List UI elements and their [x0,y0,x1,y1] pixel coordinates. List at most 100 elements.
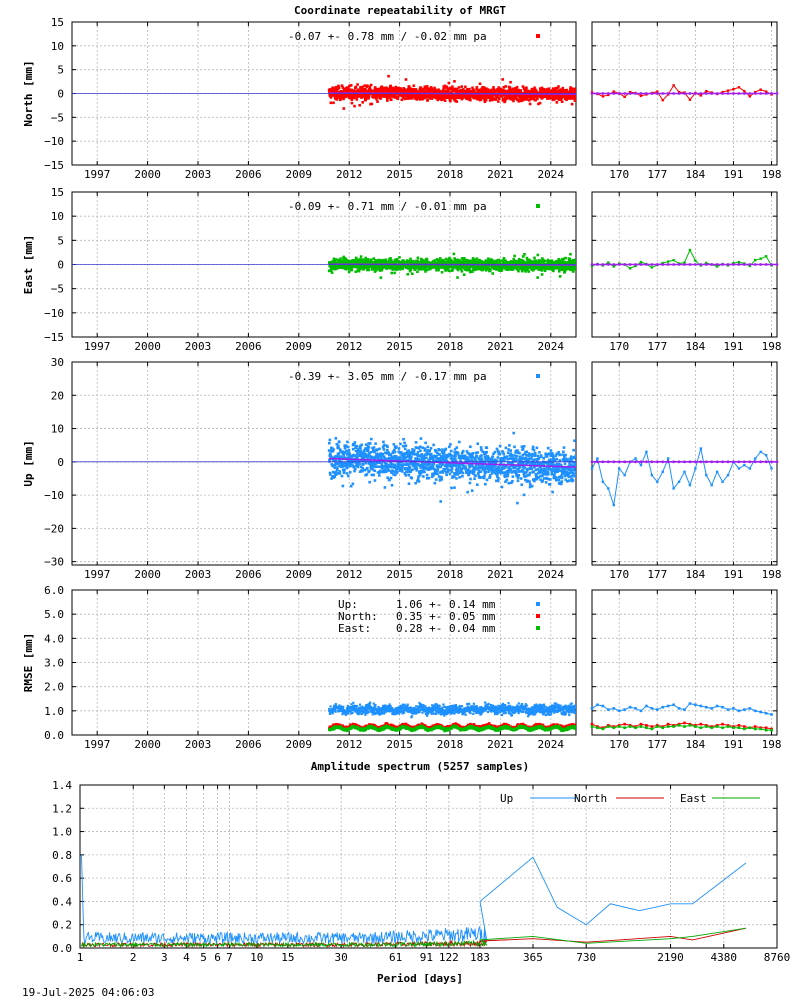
up-point [496,449,500,453]
up-point [374,456,378,460]
north-point [550,96,554,100]
east-point [561,267,565,270]
up-point [333,466,337,470]
up-point [339,449,342,453]
east-point [450,265,454,269]
up-point [458,470,462,474]
up-point [438,471,442,474]
up-point [346,445,350,449]
east-point [528,266,532,270]
north-point [402,93,405,97]
up-point [327,441,331,445]
y-tick-label: −10 [44,489,64,502]
up-point [493,450,497,454]
east-point [456,276,459,279]
north-point [402,96,405,100]
east-point [452,252,456,256]
up-point [495,470,498,473]
up-point [487,461,491,464]
north-point [532,98,536,101]
east-point [479,262,482,266]
up-recent-trend-point [737,460,741,464]
up-point [450,486,453,490]
east-point [330,271,334,274]
up-point [387,469,391,472]
up-point [389,463,392,467]
east-point [448,256,451,260]
up-point [340,456,343,460]
east-point [557,258,561,261]
up-point [427,468,430,471]
north-point [450,87,454,91]
east-point [563,270,567,274]
north-point [342,87,346,91]
north-point [449,99,452,103]
up-point [359,454,363,457]
up-point [434,478,438,481]
east-point [472,265,476,269]
east-recent-point [607,261,610,264]
up-recent-trend-point [634,460,637,464]
up-point [486,459,490,462]
up-point [413,463,417,466]
north-point [494,97,498,100]
east-recent-trend-point [639,263,643,266]
y-tick-label: −15 [44,159,64,172]
up-point [490,467,493,471]
north-point [548,95,552,99]
up-point [416,477,420,481]
up-point [491,455,495,458]
east-point [432,259,435,263]
up-recent-trend-point [628,460,632,464]
north-panel: 1997 2000 2003 2006 2009 2012 2015 2018 2021 2024… [22,16,781,181]
up-point [336,466,339,469]
up-point [433,481,437,485]
up-point [440,478,444,481]
north-point [488,99,492,102]
up-point [386,476,389,480]
east-point [459,267,463,271]
up-point [386,457,390,461]
east-point [416,270,419,273]
up-point [417,446,421,450]
up-point [483,474,486,478]
y-tick-label: 5 [57,64,64,77]
x-tick-label: 191 [724,568,744,581]
up-point [419,445,422,449]
up-point [353,459,357,463]
x-tick-label: 191 [724,168,744,181]
east-point [447,262,450,266]
up-point [476,466,480,470]
up-recent-point [743,463,746,467]
north-recent-point [732,88,735,91]
north-point [448,96,451,100]
east-point [552,269,555,273]
up-point [439,477,442,481]
north-point [435,89,438,92]
up-point [360,469,364,473]
east-point [402,259,405,262]
up-recent-trend-point [704,460,708,464]
up-point [431,455,434,459]
north-point [501,78,505,81]
up-point [415,469,418,472]
up-point [363,452,366,455]
up-recent-point [688,483,692,487]
north-point [478,94,482,98]
east-point [428,267,432,270]
up-point [380,462,384,466]
east-point [504,267,508,271]
x-tick-label: 198 [762,168,782,181]
north-point [383,91,387,94]
east-point [538,259,542,262]
up-point [457,455,461,458]
east-point [359,255,363,258]
north-point [448,86,452,90]
north-recent-trend-point [693,92,697,95]
up-point [479,446,483,449]
north-point [468,95,471,99]
north-point [560,89,563,93]
up-point [443,469,446,473]
up-point [470,458,473,462]
up-point [388,478,391,482]
